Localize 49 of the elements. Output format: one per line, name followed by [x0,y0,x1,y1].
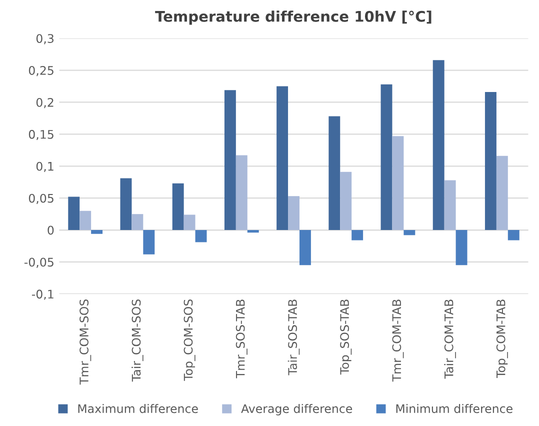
legend-label: Maximum difference [78,404,198,414]
y-tick-label: -0,1 [32,290,54,300]
bar [120,178,132,230]
legend-label: Minimum difference [396,404,512,414]
bar [508,230,520,240]
bar [432,60,444,230]
bar [392,136,404,230]
bar [299,230,311,266]
x-tick-label: Tmr_COM-TAB [392,300,404,382]
y-tick-label: -0,05 [24,258,54,268]
bar [404,230,416,236]
bar [340,172,352,230]
bar [172,183,184,230]
bar [91,230,103,234]
bar [444,180,456,230]
x-tick-label: Top_COM-SOS [184,299,196,381]
y-tick-label: 0,15 [28,130,54,140]
x-tick-label: Top_COM-TAB [496,300,508,378]
bar [236,155,248,230]
bar [288,196,300,230]
x-tick-label: Tair_SOS-TAB [288,300,300,376]
y-tick-label: 0,05 [28,194,54,204]
legend-label: Average difference [241,404,352,416]
chart-title: Temperature difference 10hV [°C] [155,10,432,25]
bar [352,230,364,240]
bar [132,214,144,230]
x-tick-label: Tmr_COM-SOS [80,299,92,385]
y-tick-label: 0 [48,226,54,235]
x-tick-label: Tair_COM-SOS [132,299,144,382]
y-tick-label: 0,25 [28,66,54,76]
bar [68,196,80,230]
x-tick-label: Tair_COM-TAB [444,300,456,379]
bar [195,230,207,242]
bar [224,90,236,230]
y-tick-label: 0,3 [36,34,54,44]
x-tick-label: Top_SOS-TAB [340,300,352,375]
bar [247,230,259,233]
bar [184,214,196,230]
bar [328,116,340,230]
bar [484,92,496,230]
bar [496,156,508,230]
x-tick-label: Tmr_SOS-TAB [236,300,248,378]
bar [80,210,92,230]
y-tick-label: 0,2 [36,98,54,108]
bar [143,230,155,254]
bar [380,84,392,230]
bar [456,230,468,266]
y-tick-label: 0,1 [36,162,54,172]
bar [276,86,288,230]
